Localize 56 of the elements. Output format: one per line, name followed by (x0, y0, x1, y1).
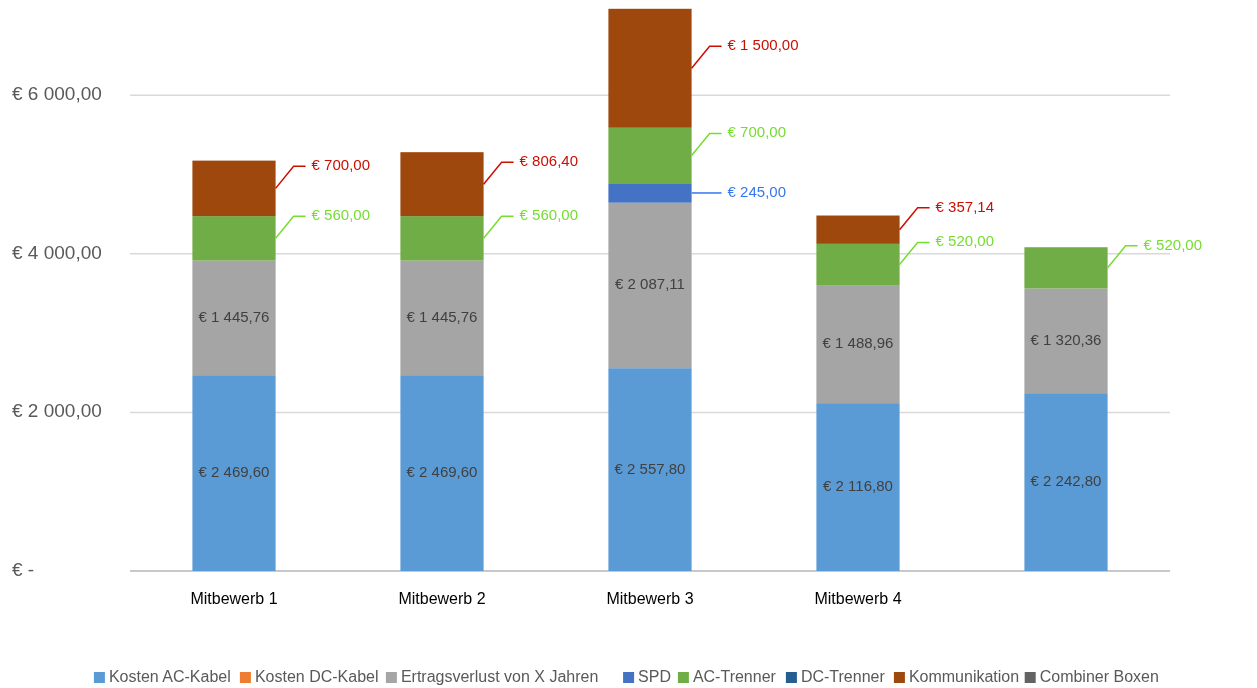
data-label: € 2 087,11 (615, 275, 685, 293)
data-label: € 1 320,36 (1030, 330, 1102, 348)
data-label: € 2 469,60 (406, 463, 478, 481)
data-label: € 2 116,80 (823, 477, 893, 495)
bar (816, 243, 900, 286)
bar (192, 375, 276, 571)
y-tick-label: € 2 000,00 (12, 400, 102, 422)
bar (1024, 393, 1108, 571)
data-label: € 2 469,60 (198, 463, 270, 481)
bar (608, 127, 692, 184)
legend-label: SPD (638, 668, 672, 686)
data-label: € 520,00 (935, 232, 994, 250)
bar (192, 260, 276, 376)
legend-label: Kosten AC-Kabel (108, 668, 231, 686)
x-tick-label: Mitbewerb 1 (190, 590, 278, 608)
data-label: € 1 445,76 (406, 307, 478, 325)
data-label: € 560,00 (519, 206, 578, 224)
data-label: € 2 557,80 (614, 459, 686, 477)
bar (192, 216, 276, 261)
data-label: € 1 500,00 (727, 36, 799, 54)
data-label: € 357,14 (935, 197, 994, 215)
bar (608, 202, 692, 369)
bar (400, 216, 484, 261)
data-label: € 700,00 (727, 123, 786, 141)
x-tick-label: Mitbewerb 4 (814, 590, 902, 608)
bar (400, 152, 484, 217)
bar (400, 260, 484, 376)
y-tick-label: € 4 000,00 (12, 241, 102, 263)
bar (608, 368, 692, 571)
data-label: € 245,00 (727, 182, 786, 200)
bar (816, 215, 900, 244)
bar (1024, 288, 1108, 394)
bar (192, 160, 276, 217)
legend-label: Ertragsverlust von X Jahren (400, 668, 599, 686)
data-label: € 560,00 (311, 206, 370, 224)
legend-label: DC-Trenner (800, 668, 886, 686)
bar (816, 285, 900, 404)
data-label: € 520,00 (1143, 235, 1202, 253)
data-label: € 2 242,80 (1030, 472, 1102, 490)
bar (1024, 247, 1108, 289)
y-tick-label: € - (12, 559, 35, 581)
legend-label: Kommunikation (908, 668, 1020, 686)
data-label: € 1 488,96 (822, 334, 894, 352)
bar (608, 8, 692, 128)
bar (816, 403, 900, 571)
y-tick-label: € 6 000,00 (12, 83, 102, 105)
data-label: € 806,40 (519, 152, 578, 170)
data-label: € 700,00 (311, 156, 370, 174)
bar (608, 183, 692, 203)
x-tick-label: Mitbewerb 2 (398, 590, 486, 608)
legend-label: Kosten DC-Kabel (254, 668, 379, 686)
x-tick-label: Mitbewerb 3 (606, 590, 694, 608)
legend-label: Combiner Boxen (1039, 668, 1159, 686)
bar (400, 375, 484, 571)
data-label: € 1 445,76 (198, 307, 270, 325)
legend-label: AC-Trenner (692, 668, 777, 686)
